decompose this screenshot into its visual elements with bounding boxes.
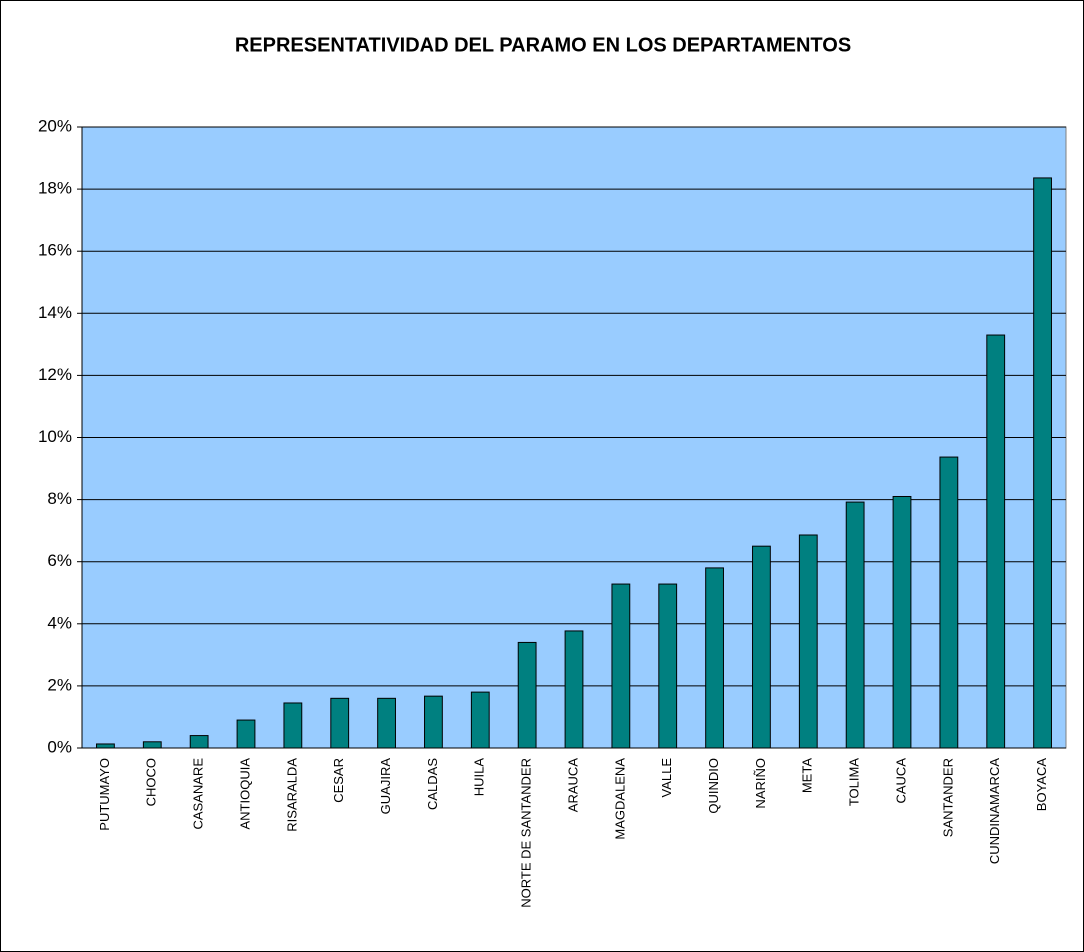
x-tick-label: META bbox=[800, 758, 815, 793]
x-tick-label: RISARALDA bbox=[284, 758, 299, 832]
bar bbox=[517, 641, 537, 749]
y-tick-label: 20% bbox=[38, 116, 72, 135]
x-tick-label: CAUCA bbox=[893, 758, 908, 804]
bar bbox=[798, 534, 818, 749]
bar bbox=[96, 743, 115, 749]
y-tick-label: 2% bbox=[47, 675, 72, 694]
bar bbox=[705, 567, 724, 749]
bar bbox=[330, 697, 350, 749]
y-tick-label: 10% bbox=[38, 427, 72, 446]
bar bbox=[236, 719, 256, 749]
bar bbox=[283, 702, 303, 749]
x-tick-label: BOYACA bbox=[1034, 758, 1049, 812]
y-tick-label: 14% bbox=[38, 303, 72, 322]
x-tick-label: CUNDINAMARCA bbox=[987, 758, 1002, 865]
x-tick-label: CALDAS bbox=[425, 758, 440, 810]
x-tick-label: HUILA bbox=[472, 758, 487, 797]
y-tick-label: 12% bbox=[38, 365, 72, 384]
x-tick-label: CASANARE bbox=[191, 758, 206, 830]
bar bbox=[189, 735, 209, 749]
x-tick-label: CESAR bbox=[331, 758, 346, 803]
x-tick-label: NARIÑO bbox=[753, 758, 768, 809]
bar bbox=[564, 630, 584, 749]
bar bbox=[1033, 177, 1052, 749]
bar bbox=[470, 691, 490, 749]
x-tick-label: ARAUCA bbox=[565, 758, 580, 813]
x-tick-label: SANTANDER bbox=[940, 758, 955, 837]
x-tick-label: TOLIMA bbox=[847, 758, 862, 806]
chart-title: REPRESENTATIVIDAD DEL PARAMO EN LOS DEPA… bbox=[235, 34, 851, 56]
x-tick-label: ANTIOQUIA bbox=[237, 758, 252, 830]
y-tick-label: 18% bbox=[38, 179, 72, 198]
bar bbox=[845, 501, 865, 749]
bar bbox=[939, 456, 959, 749]
bar bbox=[892, 495, 912, 749]
bar bbox=[142, 741, 162, 749]
x-tick-label: MAGDALENA bbox=[612, 758, 627, 840]
x-tick-label: PUTUMAYO bbox=[97, 758, 112, 831]
x-tick-label: VALLE bbox=[659, 758, 674, 798]
x-tick-label: GUAJIRA bbox=[378, 758, 393, 815]
bar bbox=[377, 697, 396, 749]
y-tick-label: 4% bbox=[47, 613, 72, 632]
bar bbox=[752, 545, 771, 749]
y-tick-label: 0% bbox=[47, 737, 72, 756]
x-tick-label: QUINDIO bbox=[706, 758, 721, 814]
x-tick-label: CHOCO bbox=[144, 758, 159, 806]
bar bbox=[986, 334, 1006, 749]
y-tick-label: 6% bbox=[47, 551, 72, 570]
bar bbox=[424, 695, 443, 749]
bar bbox=[658, 583, 678, 749]
y-tick-label: 16% bbox=[38, 241, 72, 260]
x-tick-label: NORTE DE SANTANDER bbox=[519, 758, 534, 908]
y-tick-label: 8% bbox=[47, 489, 72, 508]
bar bbox=[611, 583, 631, 749]
